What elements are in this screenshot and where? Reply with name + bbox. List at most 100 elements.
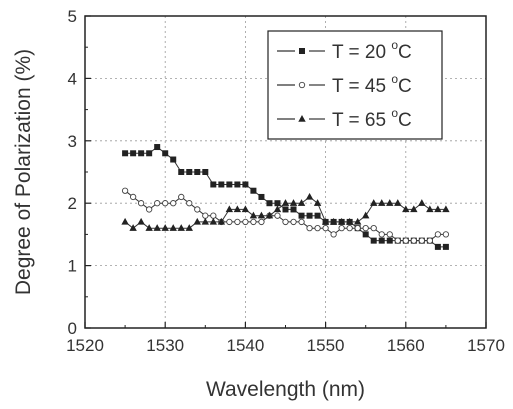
data-point <box>202 212 209 219</box>
legend-item: T = 45 oC <box>277 72 412 97</box>
y-tick-label: 5 <box>68 7 77 26</box>
data-point <box>314 225 321 232</box>
data-point <box>234 181 241 188</box>
legend-marker <box>298 48 305 55</box>
data-point <box>170 156 177 163</box>
data-point <box>193 217 201 225</box>
axis-ticks: 1520 1530 1540 1550 1560 1570 0 1 2 3 4 5 <box>66 7 505 355</box>
data-point <box>426 205 434 213</box>
y-tick-label: 4 <box>68 69 77 88</box>
y-tick-label: 1 <box>68 257 77 276</box>
x-tick-label: 1550 <box>307 336 345 355</box>
x-tick-label: 1520 <box>66 336 104 355</box>
data-point <box>154 144 161 151</box>
data-point <box>121 187 129 194</box>
data-point <box>386 199 394 206</box>
x-tick-label: 1530 <box>146 336 184 355</box>
data-point <box>298 218 305 226</box>
legend-box <box>267 30 443 140</box>
data-point <box>210 181 217 188</box>
data-point <box>258 193 265 200</box>
data-point <box>426 237 434 244</box>
data-point <box>194 168 201 175</box>
data-point <box>242 181 249 188</box>
data-point <box>145 224 153 231</box>
data-point <box>185 224 193 231</box>
data-point <box>338 225 345 232</box>
data-point <box>345 217 354 225</box>
data-point <box>177 224 185 231</box>
legend-label: T = 20 oC <box>332 38 412 63</box>
data-point <box>218 181 225 188</box>
data-point <box>370 225 377 232</box>
data-point <box>274 200 281 207</box>
series-2 <box>121 187 450 244</box>
legend-item: T = 20 oC <box>277 38 412 63</box>
data-point <box>265 211 274 219</box>
y-axis-title: Degree of Polarization (%) <box>12 49 35 295</box>
data-point <box>442 231 450 238</box>
data-point <box>153 224 161 231</box>
data-point <box>274 212 281 219</box>
data-point <box>233 205 242 213</box>
data-point <box>410 205 418 213</box>
data-point <box>378 199 386 206</box>
data-point <box>210 212 217 219</box>
data-point <box>418 199 426 206</box>
data-point <box>273 205 282 213</box>
data-point <box>434 243 441 250</box>
data-point <box>290 206 297 213</box>
data-point <box>250 187 257 194</box>
y-tick-label: 2 <box>68 194 77 213</box>
legend-marker <box>298 114 306 122</box>
data-point <box>282 218 289 226</box>
data-point <box>266 200 273 207</box>
data-point <box>354 225 361 232</box>
data-point <box>130 150 137 157</box>
data-point <box>314 212 321 219</box>
data-point <box>370 199 378 206</box>
data-point <box>298 212 305 219</box>
data-point <box>249 211 258 219</box>
series-line <box>124 190 446 242</box>
data-point <box>258 218 265 226</box>
data-point <box>201 217 210 225</box>
data-point <box>313 199 322 206</box>
data-point <box>322 225 329 232</box>
data-point <box>226 218 233 226</box>
data-point <box>434 205 442 213</box>
data-point <box>330 231 337 238</box>
data-point <box>242 218 249 226</box>
data-point <box>178 193 185 201</box>
data-point <box>362 231 369 238</box>
data-point <box>394 237 401 244</box>
legend-item: T = 65 oC <box>277 106 412 131</box>
data-point <box>410 237 417 244</box>
data-point <box>202 168 209 175</box>
data-point <box>289 199 298 206</box>
data-point <box>402 237 409 244</box>
data-point <box>370 237 377 244</box>
data-point <box>321 217 330 225</box>
data-point <box>161 224 169 231</box>
data-point <box>306 212 313 219</box>
data-point <box>146 206 153 213</box>
data-point <box>361 211 370 219</box>
data-point <box>281 199 290 206</box>
x-tick-label: 1570 <box>467 336 505 355</box>
data-point <box>154 200 161 207</box>
series-layer <box>121 144 450 250</box>
legend-marker <box>298 81 306 89</box>
data-point <box>250 218 257 226</box>
data-point <box>353 217 362 225</box>
data-point <box>129 193 137 201</box>
data-point <box>402 205 410 213</box>
data-point <box>146 150 153 157</box>
legend: T = 20 oC T = 45 oC T = 65 oC <box>267 30 443 140</box>
data-point <box>306 225 313 232</box>
data-point <box>386 237 393 244</box>
data-point <box>337 217 346 225</box>
data-point <box>241 205 250 213</box>
data-point <box>162 200 169 207</box>
